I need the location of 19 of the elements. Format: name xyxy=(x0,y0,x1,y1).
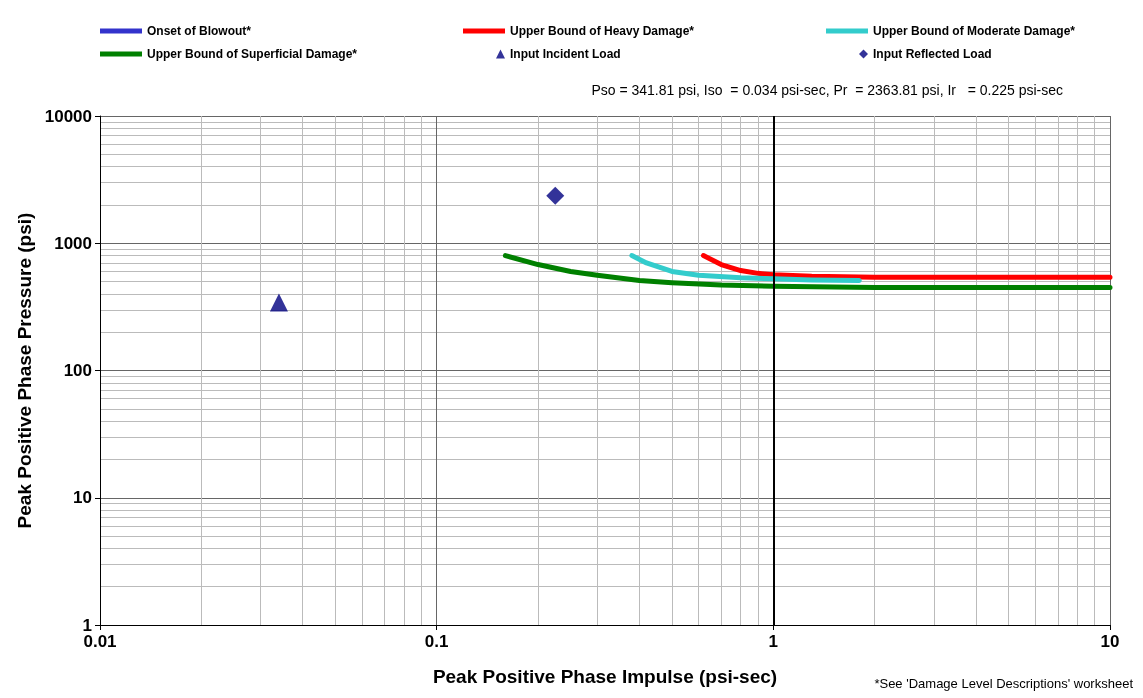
legend-label: Upper Bound of Superficial Damage* xyxy=(147,47,358,61)
text: *See 'Damage Level Descriptions' worksheet xyxy=(874,676,1134,691)
x-axis-title: Peak Positive Phase Impulse (psi-sec) xyxy=(432,666,778,687)
x-tick-label: 0.01 xyxy=(83,632,117,651)
x-tick-label: 10 xyxy=(1100,632,1120,651)
x-tick-label: 0.1 xyxy=(424,632,449,651)
legend-label: Input Incident Load xyxy=(510,47,621,61)
text: Pso = 341.81 psi, Iso = 0.034 psi-sec, Pr = 2363.81 psi, Ir = 0.225 psi-sec xyxy=(591,82,1063,98)
y-tick-label: 100 xyxy=(63,361,92,380)
legend-label: Onset of Blowout* xyxy=(147,24,252,38)
y-tick-label: 1000 xyxy=(54,233,92,253)
y-tick-label: 10000 xyxy=(44,106,92,126)
legend-label: Upper Bound of Moderate Damage* xyxy=(873,24,1076,38)
y-axis-title: Peak Positive Phase Pressure (psi) xyxy=(13,212,35,529)
legend-label: Upper Bound of Heavy Damage* xyxy=(510,24,695,38)
legend-label: Input Reflected Load xyxy=(873,47,992,61)
y-tick-label: 1 xyxy=(82,615,92,635)
y-tick-label: 10 xyxy=(73,488,92,508)
x-tick-label: 1 xyxy=(768,632,779,651)
